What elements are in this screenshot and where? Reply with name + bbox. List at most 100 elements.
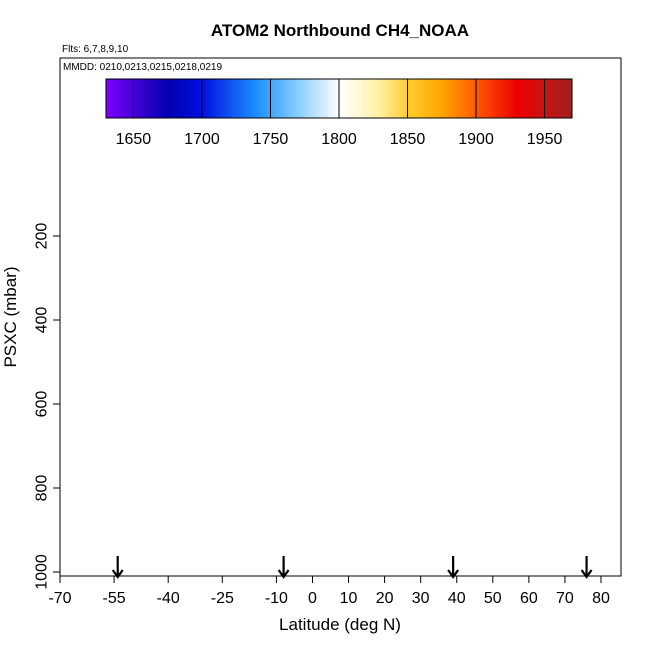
sample-point	[485, 360, 490, 364]
colorbar-segment	[462, 79, 466, 118]
sample-point	[332, 494, 337, 498]
sample-point	[326, 533, 330, 537]
colorbar-tick-label: 1850	[390, 131, 426, 148]
sample-point	[415, 285, 419, 290]
colorbar-segment	[358, 79, 362, 118]
colorbar-segment	[445, 79, 450, 118]
sample-point	[221, 359, 225, 363]
colorbar-segment	[355, 79, 359, 118]
sample-point	[392, 495, 396, 499]
sample-point	[386, 312, 390, 316]
sample-point	[551, 556, 555, 561]
sample-point	[419, 464, 424, 468]
sample-point	[359, 536, 363, 540]
flights-label: Flts: 6,7,8,9,10	[62, 44, 129, 55]
colorbar-segment	[443, 79, 447, 118]
colorbar-segment	[388, 79, 392, 118]
sample-point	[378, 432, 382, 436]
sample-point	[555, 354, 559, 358]
sample-point	[220, 279, 224, 284]
sample-point	[322, 362, 326, 367]
colorbar-segment	[111, 79, 115, 118]
y-tick-label: 200	[34, 223, 51, 250]
sample-point	[209, 392, 213, 396]
colorbar-segment	[418, 79, 422, 118]
colorbar-segment	[322, 79, 326, 118]
sample-point	[501, 349, 505, 353]
colorbar-segment	[218, 79, 222, 118]
colorbar-segment	[566, 79, 570, 118]
colorbar-segment	[308, 79, 313, 118]
colorbar-segment	[262, 79, 266, 118]
sample-point	[292, 305, 296, 309]
sample-point	[566, 266, 570, 270]
colorbar-segment	[234, 79, 239, 118]
sample-point	[586, 459, 590, 463]
colorbar-segment	[243, 79, 247, 118]
colorbar-segment	[407, 79, 411, 118]
sample-point	[298, 274, 302, 278]
sample-point	[474, 504, 478, 508]
sample-point	[251, 395, 255, 400]
sample-point	[212, 380, 217, 384]
sample-point	[283, 497, 288, 501]
sample-point	[409, 537, 414, 541]
sample-point	[294, 266, 298, 270]
colorbar-segment	[303, 79, 307, 118]
colorbar-segment	[558, 79, 562, 118]
colorbar-segment	[325, 79, 329, 118]
sample-point	[479, 517, 484, 521]
profile-arrow-head	[580, 569, 593, 579]
x-axis-label: Latitude (deg N)	[279, 615, 401, 634]
sample-point	[336, 463, 340, 468]
colorbar-segment	[125, 79, 129, 118]
sample-point	[557, 306, 562, 311]
sample-point	[293, 418, 298, 422]
sample-point	[112, 250, 116, 254]
colorbar-segment	[229, 79, 233, 118]
sample-point	[292, 312, 296, 317]
colorbar-tick-label: 1700	[184, 131, 220, 148]
sample-point	[514, 437, 518, 441]
sample-point	[341, 387, 345, 391]
sample-point	[394, 358, 398, 362]
colorbar-segment	[500, 79, 504, 118]
colorbar-segment	[119, 79, 123, 118]
sample-point	[88, 276, 92, 281]
sample-point	[596, 453, 600, 457]
sample-point	[223, 557, 228, 561]
colorbar-segment	[149, 79, 154, 118]
sample-point	[261, 311, 266, 315]
colorbar-segment	[190, 79, 195, 118]
colorbar-segment	[563, 79, 568, 118]
sample-point	[481, 277, 485, 281]
sample-point	[279, 420, 283, 425]
colorbar-segment	[451, 79, 455, 118]
sample-points	[76, 235, 601, 561]
sample-point	[438, 551, 442, 555]
colorbar-segment	[169, 79, 173, 118]
x-tick-label: 30	[412, 590, 430, 607]
sample-point	[218, 355, 222, 359]
colorbar-segment	[141, 79, 145, 118]
sample-point	[188, 371, 192, 375]
sample-point	[334, 489, 339, 493]
sample-point	[556, 289, 560, 293]
sample-point	[373, 493, 377, 497]
sample-point	[204, 272, 208, 277]
colorbar-tick-label: 1750	[253, 131, 289, 148]
sample-point	[419, 243, 423, 247]
colorbar-segment	[508, 79, 513, 118]
colorbar-segment	[426, 79, 430, 118]
colorbar-segment	[448, 79, 452, 118]
sample-point	[406, 368, 410, 372]
colorbar-segment	[319, 79, 324, 118]
sample-point	[285, 382, 289, 386]
colorbar-segment	[396, 79, 400, 118]
colorbar-segment	[415, 79, 419, 118]
colorbar-segment	[561, 79, 565, 118]
sample-point	[290, 396, 294, 400]
colorbar-tick-label: 1900	[458, 131, 494, 148]
sample-point	[557, 480, 561, 484]
colorbar-segment	[147, 79, 151, 118]
